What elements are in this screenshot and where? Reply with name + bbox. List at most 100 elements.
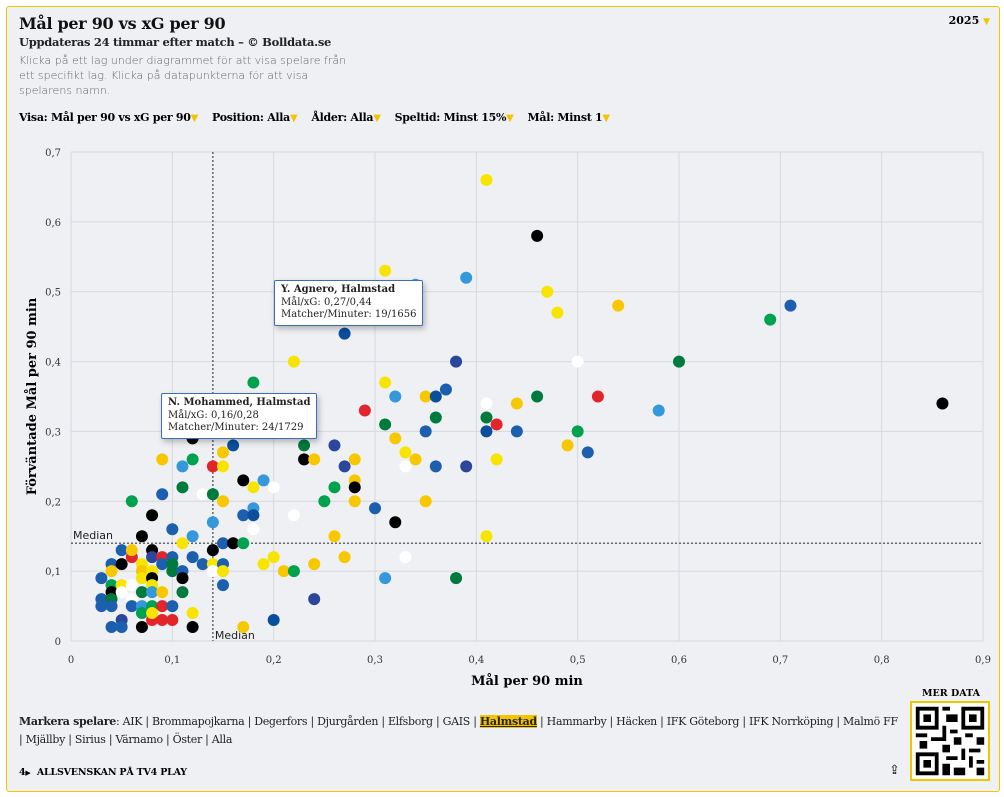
data-point[interactable] bbox=[277, 565, 290, 578]
data-point[interactable] bbox=[176, 481, 189, 494]
data-point[interactable] bbox=[115, 558, 128, 571]
data-point[interactable] bbox=[156, 614, 169, 627]
data-point[interactable] bbox=[146, 607, 159, 620]
team-link-0[interactable]: AIK bbox=[122, 715, 143, 728]
data-point[interactable] bbox=[247, 509, 260, 522]
data-point[interactable] bbox=[166, 565, 179, 578]
data-point[interactable] bbox=[217, 460, 229, 473]
data-point[interactable] bbox=[186, 551, 199, 564]
team-link-8[interactable]: Häcken bbox=[616, 715, 657, 728]
data-point[interactable] bbox=[186, 607, 199, 620]
data-point[interactable] bbox=[419, 390, 432, 403]
data-point[interactable] bbox=[419, 495, 432, 508]
team-link-6[interactable]: Halmstad bbox=[479, 715, 537, 728]
data-point[interactable] bbox=[429, 390, 442, 403]
data-point[interactable] bbox=[267, 481, 280, 494]
data-point[interactable] bbox=[206, 544, 219, 557]
data-point[interactable] bbox=[673, 355, 685, 368]
data-point[interactable] bbox=[510, 425, 523, 438]
team-link-2[interactable]: Degerfors bbox=[254, 715, 308, 728]
data-point[interactable] bbox=[135, 586, 148, 599]
data-point[interactable] bbox=[308, 593, 321, 606]
data-point[interactable] bbox=[156, 600, 169, 613]
data-point[interactable] bbox=[247, 523, 260, 536]
data-point[interactable] bbox=[419, 425, 432, 438]
data-point[interactable] bbox=[531, 390, 544, 403]
data-point[interactable] bbox=[328, 439, 341, 452]
data-point[interactable] bbox=[267, 614, 280, 627]
data-point[interactable] bbox=[784, 299, 797, 312]
data-point[interactable] bbox=[146, 509, 159, 522]
team-link-16[interactable]: Alla bbox=[211, 733, 233, 746]
data-point[interactable] bbox=[176, 586, 189, 599]
team-link-5[interactable]: GAIS bbox=[442, 715, 471, 728]
data-point[interactable] bbox=[156, 558, 169, 571]
data-point[interactable] bbox=[571, 355, 584, 368]
data-point[interactable] bbox=[399, 551, 412, 564]
data-point[interactable] bbox=[186, 453, 199, 466]
data-point[interactable] bbox=[125, 600, 138, 613]
team-link-4[interactable]: Elfsborg bbox=[387, 715, 433, 728]
data-point[interactable] bbox=[460, 271, 473, 284]
data-point[interactable] bbox=[308, 453, 321, 466]
data-point[interactable] bbox=[348, 453, 361, 466]
data-point[interactable] bbox=[227, 537, 240, 550]
year-select[interactable]: 2025 ▼ bbox=[949, 14, 990, 27]
data-point[interactable] bbox=[257, 558, 270, 571]
qr-code[interactable] bbox=[910, 701, 990, 781]
data-point[interactable] bbox=[480, 173, 493, 186]
data-point[interactable] bbox=[176, 572, 189, 585]
data-point[interactable] bbox=[429, 411, 442, 424]
data-point[interactable] bbox=[247, 376, 260, 389]
data-point[interactable] bbox=[450, 572, 463, 585]
team-link-14[interactable]: Värnamo bbox=[115, 733, 163, 746]
data-point[interactable] bbox=[480, 397, 493, 410]
filter-position[interactable]: Position: Alla▼ bbox=[212, 111, 298, 124]
data-point[interactable] bbox=[298, 453, 311, 466]
data-point[interactable] bbox=[166, 614, 179, 627]
data-point[interactable] bbox=[105, 565, 118, 578]
data-point[interactable] bbox=[298, 439, 311, 452]
data-point[interactable] bbox=[318, 495, 331, 508]
data-point[interactable] bbox=[338, 327, 351, 340]
data-point[interactable] bbox=[510, 397, 523, 410]
data-point[interactable] bbox=[591, 390, 604, 403]
data-point[interactable] bbox=[531, 229, 544, 242]
data-point[interactable] bbox=[764, 313, 777, 326]
team-link-12[interactable]: Mjällby bbox=[25, 733, 66, 746]
data-point[interactable] bbox=[490, 453, 503, 466]
data-point[interactable] bbox=[135, 621, 148, 634]
team-link-13[interactable]: Sirius bbox=[74, 733, 106, 746]
data-point[interactable] bbox=[308, 558, 321, 571]
data-point[interactable] bbox=[237, 509, 250, 522]
data-point[interactable] bbox=[541, 285, 554, 298]
data-point[interactable] bbox=[450, 355, 463, 368]
filter-playtime[interactable]: Speltid: Minst 15%▼ bbox=[394, 111, 514, 124]
data-point[interactable] bbox=[389, 390, 402, 403]
data-point[interactable] bbox=[287, 509, 300, 522]
data-point[interactable] bbox=[217, 579, 229, 592]
data-point[interactable] bbox=[369, 502, 381, 515]
data-point[interactable] bbox=[176, 537, 189, 550]
data-point[interactable] bbox=[338, 551, 351, 564]
data-point[interactable] bbox=[399, 446, 412, 459]
data-point[interactable] bbox=[581, 446, 594, 459]
data-point[interactable] bbox=[95, 572, 108, 585]
data-point[interactable] bbox=[166, 523, 179, 536]
data-point[interactable] bbox=[196, 488, 209, 501]
data-point[interactable] bbox=[409, 453, 422, 466]
data-point[interactable] bbox=[206, 460, 219, 473]
team-link-11[interactable]: Malmö FF bbox=[843, 715, 898, 728]
data-point[interactable] bbox=[480, 425, 493, 438]
data-point[interactable] bbox=[105, 621, 118, 634]
data-point[interactable] bbox=[247, 481, 260, 494]
data-point[interactable] bbox=[287, 565, 300, 578]
data-point[interactable] bbox=[156, 453, 169, 466]
data-point[interactable] bbox=[348, 495, 361, 508]
data-point[interactable] bbox=[389, 432, 402, 445]
data-point[interactable] bbox=[551, 306, 564, 319]
data-point[interactable] bbox=[146, 551, 159, 564]
filter-goals[interactable]: Mål: Minst 1▼ bbox=[527, 111, 611, 124]
data-point[interactable] bbox=[227, 439, 240, 452]
team-link-3[interactable]: Djurgården bbox=[317, 715, 379, 728]
